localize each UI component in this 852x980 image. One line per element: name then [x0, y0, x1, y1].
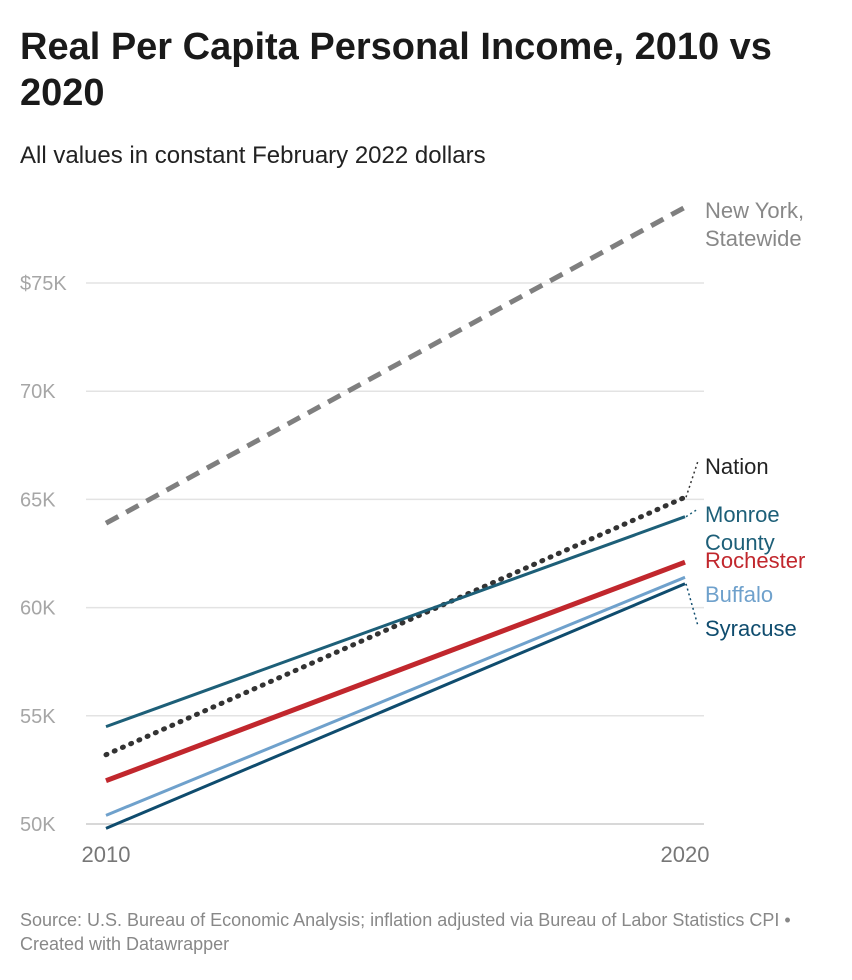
series-line-buffalo — [105, 575, 686, 817]
y-axis-tick-labels: 50K 55K 60K 65K 70K $75K — [20, 273, 67, 836]
series-label-monroe-county: Monroe County — [705, 502, 780, 555]
x-tick-label: 2010 — [82, 842, 131, 867]
series-labels: New York, Statewide Nation Monroe CountyRoch… — [705, 198, 805, 641]
x-tick-label: 2020 — [661, 842, 710, 867]
y-tick-label: 50K — [20, 814, 56, 836]
chart-title: Real Per Capita Personal Income, 2010 vs… — [20, 26, 772, 114]
series-label-nation: Nation — [705, 454, 769, 479]
chart-subtitle: All values in constant February 2022 dol… — [20, 142, 486, 169]
y-tick-label: 65K — [20, 489, 56, 511]
label-connector — [685, 583, 699, 627]
series-line-new-york-statewide — [104, 205, 687, 526]
series-line-monroe-county — [105, 515, 686, 729]
series-label-buffalo: Buffalo — [705, 582, 773, 607]
series-label-rochester: Rochester — [705, 548, 805, 573]
y-tick-label: 70K — [20, 381, 56, 403]
source-note: Source: U.S. Bureau of Economic Analysis… — [20, 910, 791, 954]
y-tick-label: $75K — [20, 273, 67, 295]
line-chart: 50K 55K 60K 65K 70K $75K 2010 2020 New York, St… — [20, 198, 805, 867]
x-axis-tick-labels: 2010 2020 — [82, 842, 710, 867]
series-label-syracuse: Syracuse — [705, 616, 797, 641]
series-lines — [103, 205, 699, 830]
series-line-rochester — [105, 559, 686, 784]
series-line-nation — [103, 494, 688, 758]
label-connector — [685, 460, 699, 498]
y-tick-label: 60K — [20, 598, 56, 620]
series-line-syracuse — [105, 582, 686, 830]
series-label-new-york-statewide: New York, Statewide — [705, 198, 804, 251]
label-connector — [685, 508, 699, 518]
y-tick-label: 55K — [20, 706, 56, 728]
